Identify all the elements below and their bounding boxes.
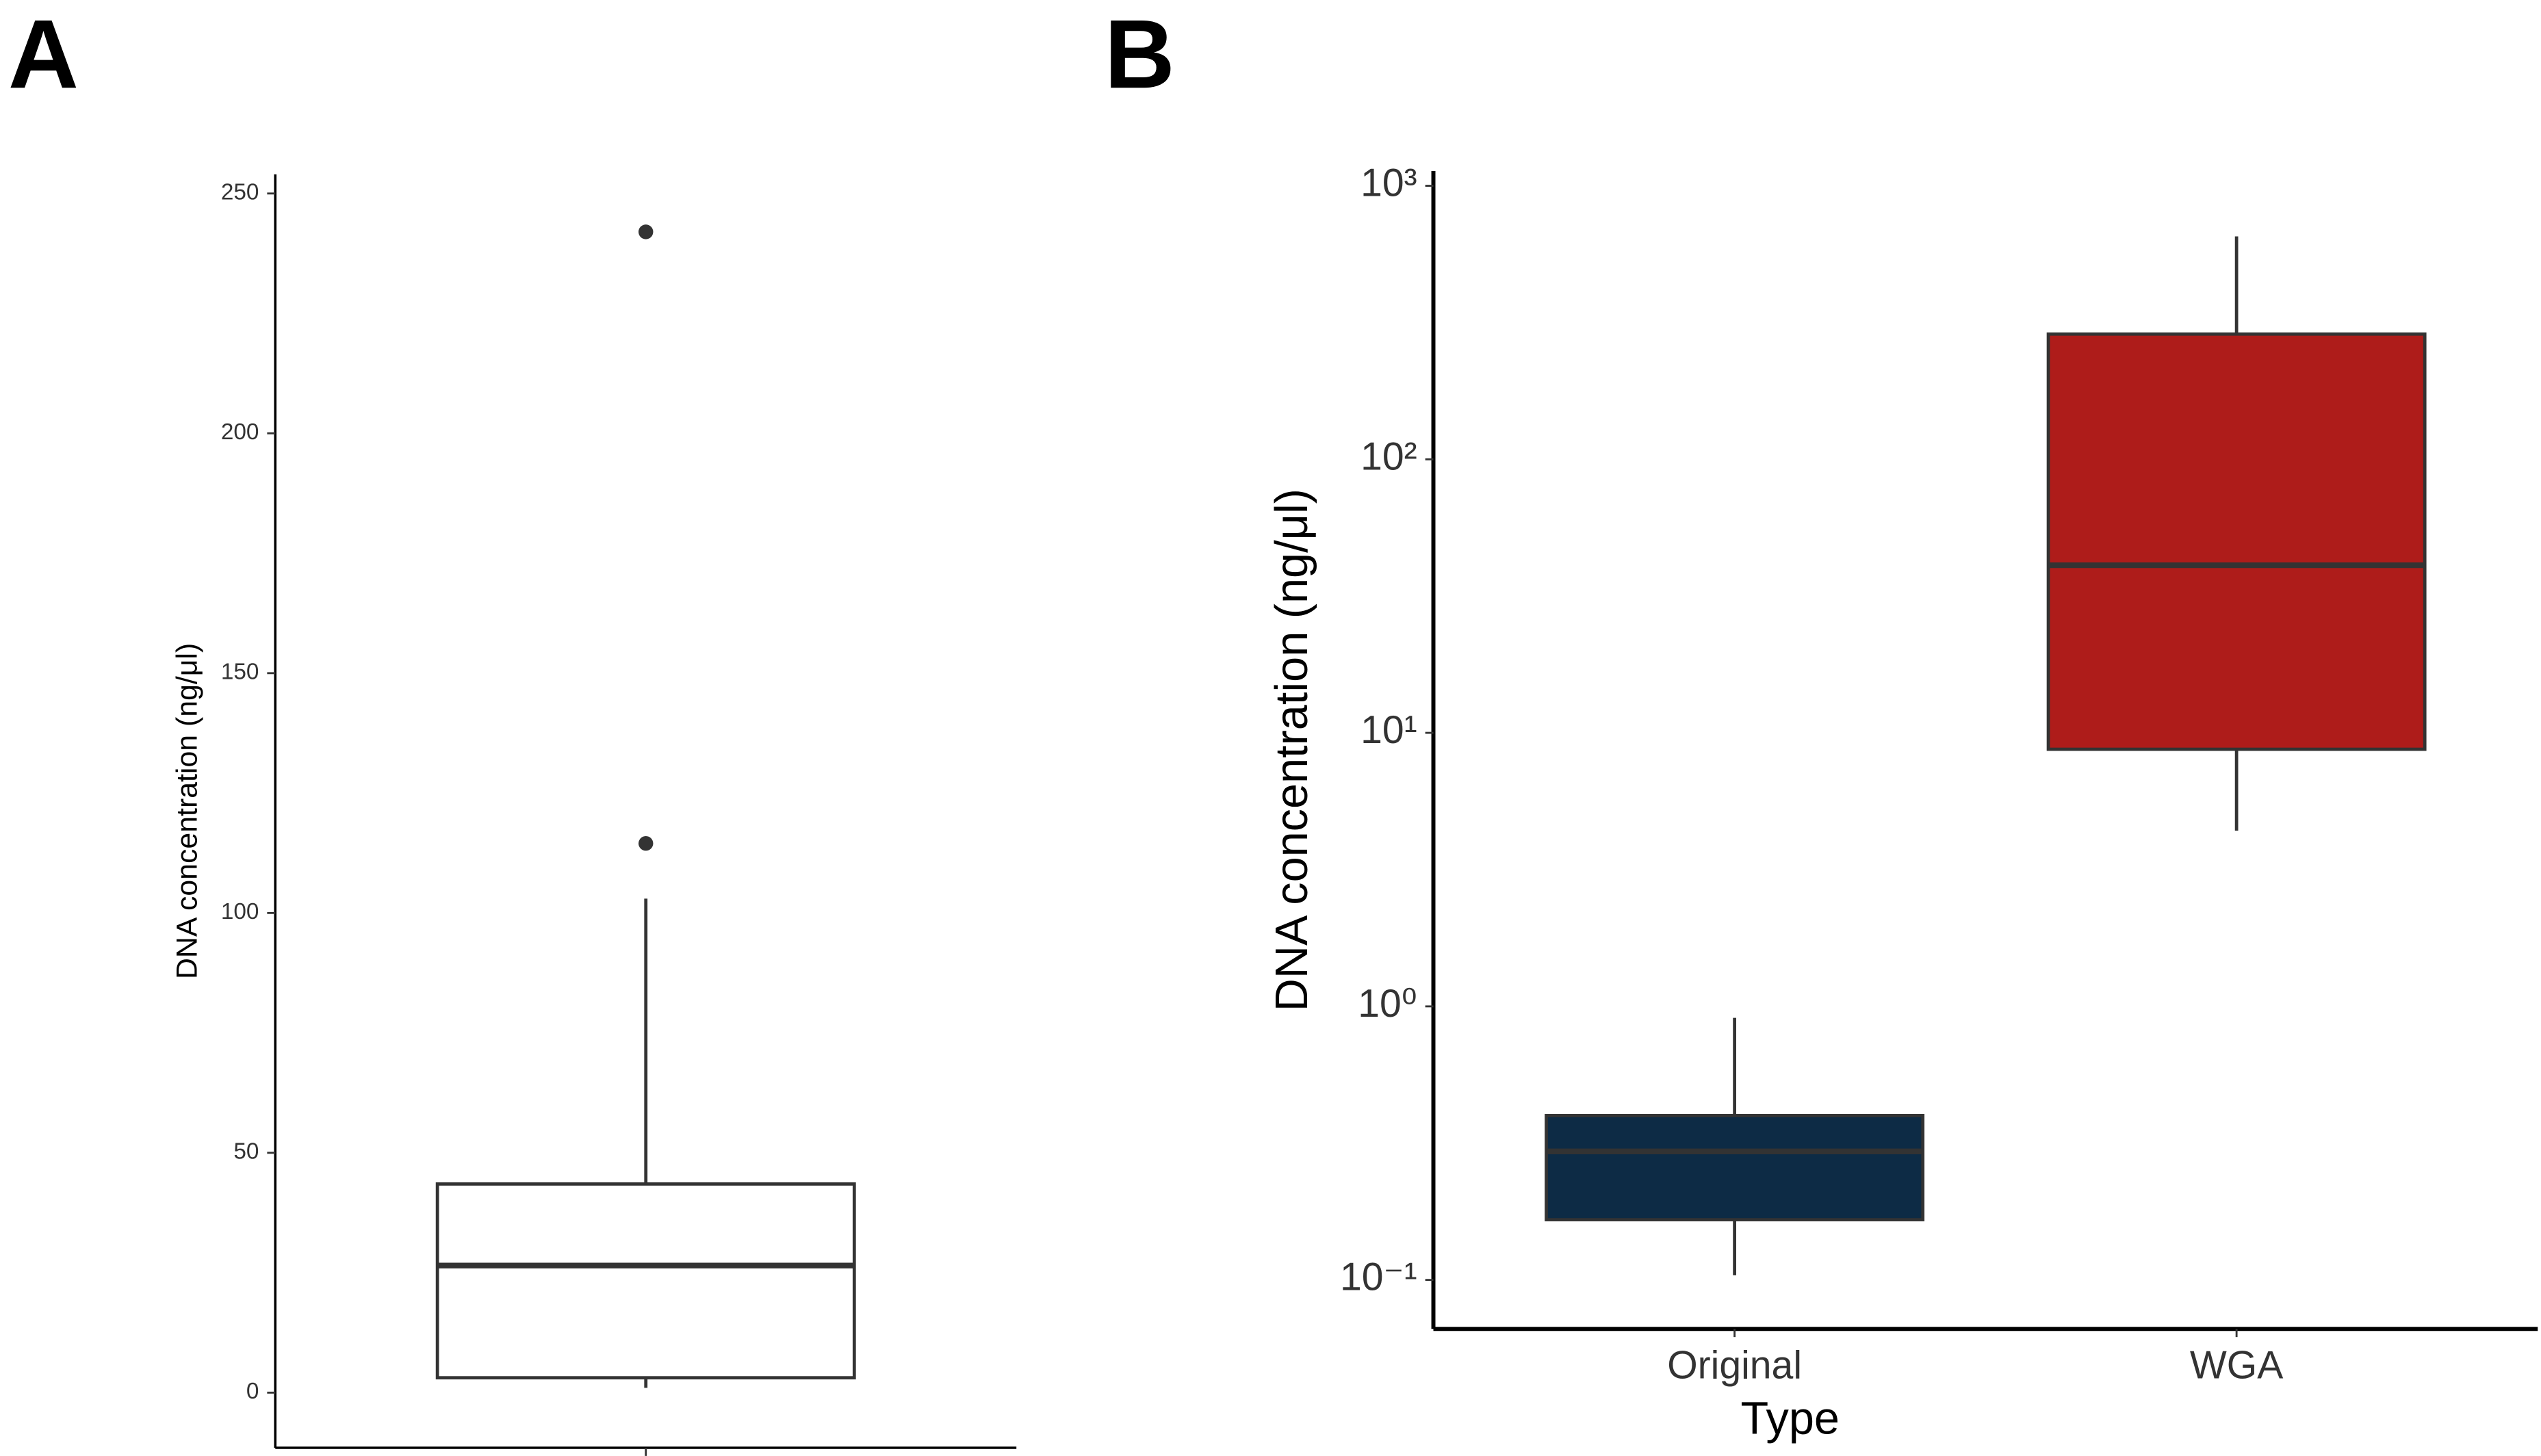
- y-axis-label: DNA concentration (ng/μl): [170, 643, 203, 979]
- y-tick-label: 10⁰: [1358, 982, 1417, 1026]
- y-tick-label: 10¹: [1360, 708, 1417, 752]
- box: [2046, 332, 2427, 751]
- x-tick-label: WGA: [2190, 1343, 2283, 1387]
- y-axis-label: DNA concentration (ng/μl): [1267, 489, 1317, 1011]
- y-tick-label: 250: [221, 180, 259, 205]
- y-tick-label: 10⁻¹: [1340, 1256, 1417, 1299]
- x-axis-label: Type: [1741, 1394, 1840, 1444]
- outlier: [639, 224, 654, 239]
- panel-label: A: [8, 0, 79, 109]
- box: [1545, 1114, 1925, 1222]
- box: [435, 1182, 856, 1380]
- panel-label: B: [1105, 0, 1175, 109]
- outlier: [639, 835, 654, 851]
- y-tick-label: 50: [233, 1139, 259, 1165]
- y-tick-label: 0: [246, 1379, 259, 1404]
- y-tick-label: 10²: [1360, 434, 1417, 478]
- y-tick-label: 150: [221, 660, 259, 685]
- y-tick-label: 200: [221, 419, 259, 445]
- y-tick-label: 10³: [1360, 161, 1417, 205]
- y-tick-label: 100: [221, 899, 259, 924]
- x-tick-label: Original: [1667, 1343, 1802, 1387]
